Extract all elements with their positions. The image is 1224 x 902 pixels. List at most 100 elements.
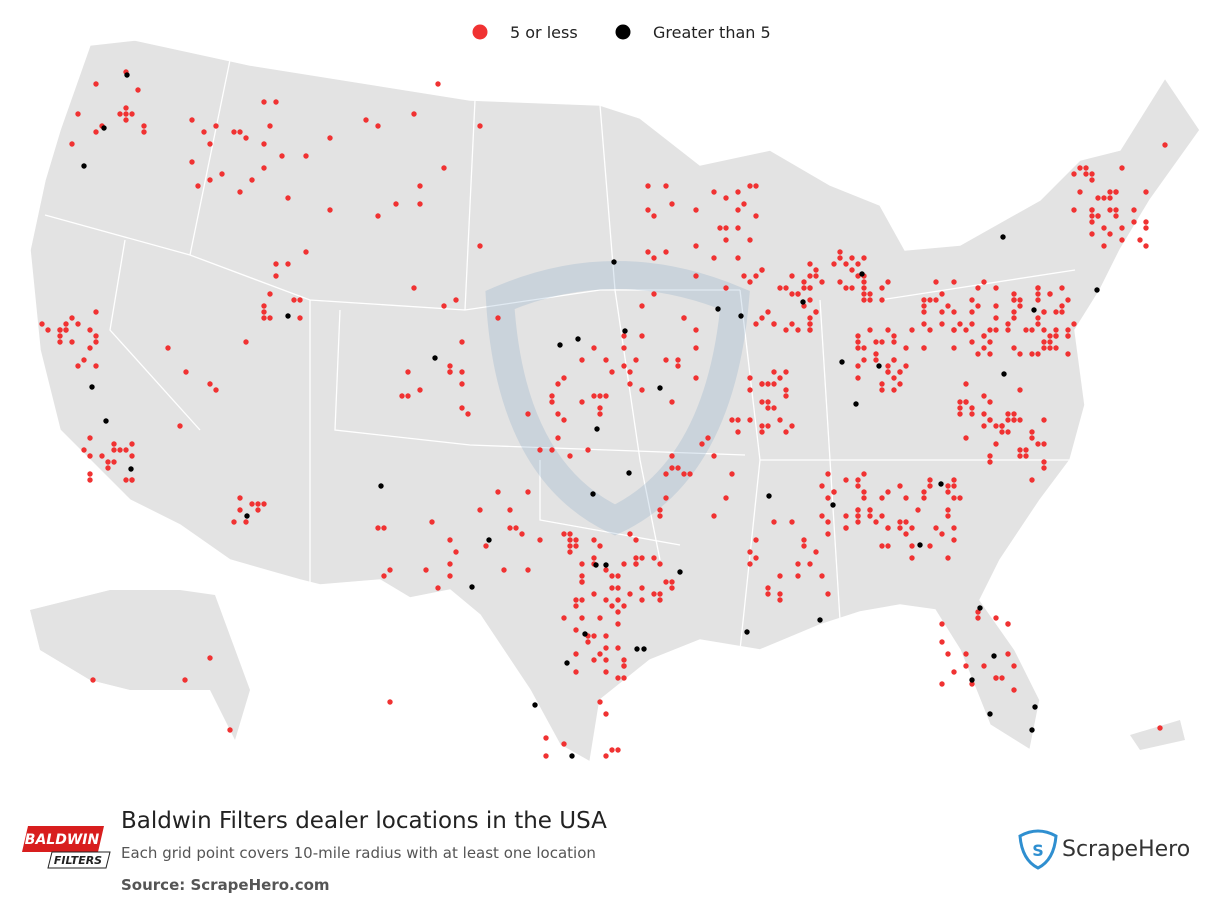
dot-low [783, 327, 789, 333]
dot-low [735, 207, 741, 213]
dot-low [363, 117, 369, 123]
dot-low [753, 273, 759, 279]
dot-low [1029, 477, 1035, 483]
dot-low [227, 727, 233, 733]
dot-low [939, 291, 945, 297]
dot-low [663, 183, 669, 189]
dot-low [633, 537, 639, 543]
dot-high [81, 163, 87, 169]
dot-low [597, 405, 603, 411]
dot-low [1089, 171, 1095, 177]
dot-low [747, 183, 753, 189]
dot-low [189, 117, 195, 123]
dot-low [993, 441, 999, 447]
dot-low [639, 387, 645, 393]
dot-high [634, 646, 640, 652]
dot-low [1005, 321, 1011, 327]
dot-low [447, 363, 453, 369]
dot-low [957, 321, 963, 327]
dot-low [879, 543, 885, 549]
dot-low [843, 525, 849, 531]
dot-low [633, 357, 639, 363]
dot-low [555, 381, 561, 387]
dot-low [117, 111, 123, 117]
dot-low [759, 399, 765, 405]
dot-low [549, 393, 555, 399]
dot-low [255, 501, 261, 507]
dot-low [597, 615, 603, 621]
dot-high [603, 562, 609, 568]
dot-high [626, 470, 632, 476]
dot-low [69, 339, 75, 345]
dot-low [603, 357, 609, 363]
dot-low [855, 339, 861, 345]
dot-low [669, 453, 675, 459]
dot-low [777, 597, 783, 603]
hawaii [1130, 720, 1185, 750]
dot-low [693, 273, 699, 279]
dot-low [423, 567, 429, 573]
dot-low [375, 525, 381, 531]
dot-low [75, 321, 81, 327]
dot-low [267, 315, 273, 321]
dot-low [549, 447, 555, 453]
dot-low [381, 573, 387, 579]
dot-low [87, 345, 93, 351]
dot-low [981, 423, 987, 429]
dot-low [267, 291, 273, 297]
dot-high [103, 418, 109, 424]
dot-low [591, 345, 597, 351]
dot-low [783, 369, 789, 375]
dot-low [411, 111, 417, 117]
dot-low [627, 381, 633, 387]
dot-low [771, 321, 777, 327]
dot-low [375, 213, 381, 219]
dot-low [927, 543, 933, 549]
dot-low [885, 489, 891, 495]
dot-low [141, 129, 147, 135]
dot-low [405, 393, 411, 399]
dot-low [579, 597, 585, 603]
dot-low [1101, 195, 1107, 201]
dot-high [1029, 727, 1035, 733]
dot-low [951, 483, 957, 489]
dot-low [777, 573, 783, 579]
dot-low [957, 399, 963, 405]
dot-low [573, 537, 579, 543]
dot-low [90, 677, 96, 683]
dot-low [447, 537, 453, 543]
dot-low [747, 375, 753, 381]
dot-low [1119, 237, 1125, 243]
dot-low [129, 453, 135, 459]
dot-low [1113, 189, 1119, 195]
dot-low [987, 459, 993, 465]
dot-low [411, 285, 417, 291]
dot-high [378, 483, 384, 489]
dot-low [555, 435, 561, 441]
dot-low [855, 363, 861, 369]
dot-high [124, 72, 130, 78]
dot-low [1065, 327, 1071, 333]
dot-low [669, 399, 675, 405]
dot-low [99, 453, 105, 459]
dot-low [651, 555, 657, 561]
dot-low [525, 567, 531, 573]
dot-low [999, 423, 1005, 429]
dot-low [657, 561, 663, 567]
dot-low [843, 477, 849, 483]
dot-low [501, 567, 507, 573]
dot-low [663, 357, 669, 363]
dot-low [693, 345, 699, 351]
dot-low [1029, 429, 1035, 435]
dot-low [693, 207, 699, 213]
dot-low [765, 423, 771, 429]
dot-low [621, 561, 627, 567]
dot-low [1101, 225, 1107, 231]
dot-low [1023, 447, 1029, 453]
dot-low [213, 387, 219, 393]
dot-low [789, 519, 795, 525]
dot-low [927, 483, 933, 489]
dot-low [261, 99, 267, 105]
dot-low [1131, 219, 1137, 225]
dot-low [1041, 345, 1047, 351]
